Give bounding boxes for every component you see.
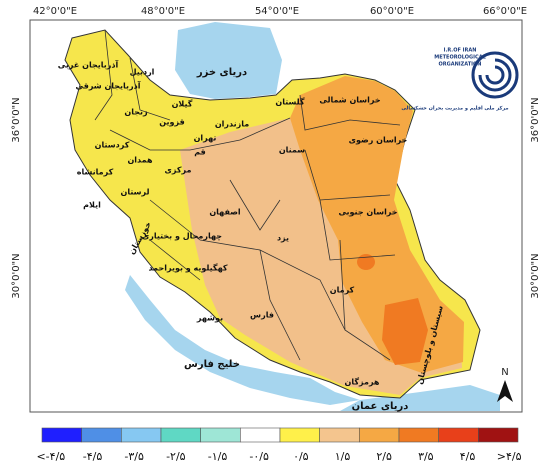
zone-light-orange xyxy=(262,212,318,258)
zone-red-orange xyxy=(357,254,375,270)
region-label: خراسان شمالی xyxy=(319,96,381,105)
region-label: خراسان رضوی xyxy=(349,136,408,145)
region-label: هرمزگان xyxy=(345,377,380,387)
north-label: N xyxy=(501,367,508,378)
lat-label: 30°0'0"N xyxy=(530,253,541,298)
logo-text: ORGANIZATION xyxy=(439,62,482,68)
legend-label: -۰/۵ xyxy=(249,450,269,463)
lat-label: 36°0'0"N xyxy=(530,97,541,142)
region-label: یزد xyxy=(277,234,289,243)
legend-swatch xyxy=(41,427,82,443)
legend-swatch xyxy=(438,427,479,443)
region-label: چهارمحال و بختیاری xyxy=(142,232,222,241)
legend-swatch xyxy=(81,427,122,443)
legend: <-۴/۵ -۴/۵ -۳/۵ -۲/۵ -۱/۵ -۰/۵ ۰/۵ ۱/۵ ۲/۵ ۳/۵ ۴/۵… xyxy=(36,427,522,463)
region-label: ایلام xyxy=(83,201,101,210)
legend-label: ۳/۵ xyxy=(418,450,434,463)
legend-label: -۴/۵ xyxy=(83,450,103,463)
caspian-sea xyxy=(175,22,282,99)
region-label: کردستان xyxy=(95,141,130,150)
region-label: کرمانشاه xyxy=(77,168,114,177)
region-label: کهگیلویه و بویراحمد xyxy=(148,263,227,273)
lon-label: 60°0'0"E xyxy=(370,6,414,17)
lon-label: 42°0'0"E xyxy=(33,6,77,17)
region-label: آذربایجان غربی xyxy=(58,60,119,70)
region-label: زنجان xyxy=(124,108,148,117)
legend-label: -۳/۵ xyxy=(124,450,144,463)
legend-swatch xyxy=(200,427,241,443)
legend-swatch xyxy=(279,427,320,443)
latitude-labels: 36°0'0"N 30°0'0"N 36°0'0"N 30°0'0"N xyxy=(11,97,541,298)
lon-label: 66°0'0"E xyxy=(483,6,527,17)
zone-red-orange xyxy=(382,298,428,365)
region-label: گیلان xyxy=(172,99,193,109)
legend-swatch xyxy=(398,427,439,443)
region-label: کرمان xyxy=(330,286,355,295)
region-label: آذربایجان شرقی xyxy=(75,81,140,91)
legend-label: ۰/۵ xyxy=(293,450,309,463)
region-label: لرستان xyxy=(121,188,150,197)
region-label: بوشهر xyxy=(196,314,223,323)
region-label: مازندران xyxy=(215,120,249,129)
gulf-of-oman xyxy=(340,385,500,411)
legend-swatch xyxy=(160,427,201,443)
legend-swatch xyxy=(121,427,162,443)
legend-label: -۱/۵ xyxy=(208,450,228,463)
water-label: خلیج فارس xyxy=(184,359,240,370)
north-arrow: N xyxy=(497,367,513,402)
region-label: همدان xyxy=(127,156,153,165)
region-label: سمنان xyxy=(279,146,305,155)
logo-text: I.R.OF IRAN xyxy=(444,48,477,54)
zone-orange xyxy=(290,76,464,373)
legend-label: >۴/۵ xyxy=(497,450,522,463)
persian-gulf xyxy=(125,275,360,405)
logo-text: مرکز ملی اقلیم و مدیریت بحران خشکسالی xyxy=(401,106,508,112)
region-label: خراسان جنوبی xyxy=(338,208,397,217)
legend-label: ۴/۵ xyxy=(460,450,476,463)
legend-swatch xyxy=(240,427,281,443)
legend-label: ۲/۵ xyxy=(376,450,392,463)
legend-label: <-۴/۵ xyxy=(36,450,65,463)
legend-swatch xyxy=(319,427,360,443)
region-label: قم xyxy=(194,148,206,157)
region-label: فارس xyxy=(250,311,274,321)
legend-swatch xyxy=(478,427,519,443)
region-label: اردبیل xyxy=(130,68,155,77)
legend-swatch xyxy=(359,427,400,443)
region-label: مرکزی xyxy=(165,166,192,175)
logo-text: METEOROLOGICAL xyxy=(434,55,486,61)
region-label: اصفهان xyxy=(209,208,241,217)
logo: I.R.OF IRAN METEOROLOGICAL ORGANIZATION … xyxy=(401,48,519,112)
lat-label: 36°0'0"N xyxy=(11,97,22,142)
province-borders xyxy=(94,29,401,361)
legend-label: -۲/۵ xyxy=(166,450,186,463)
legend-label: ۱/۵ xyxy=(335,450,351,463)
water-label: دریای عمان xyxy=(352,401,409,412)
lat-label: 30°0'0"N xyxy=(11,253,22,298)
region-label: گلستان xyxy=(275,97,305,107)
lon-label: 48°0'0"E xyxy=(141,6,185,17)
water-label: دریای خزر xyxy=(196,67,247,78)
region-label: قزوین xyxy=(159,118,184,127)
region-label: تهران xyxy=(194,134,217,143)
longitude-labels: 42°0'0"E 48°0'0"E 54°0'0"E 60°0'0"E 66°0… xyxy=(33,6,527,17)
lon-label: 54°0'0"E xyxy=(255,6,299,17)
